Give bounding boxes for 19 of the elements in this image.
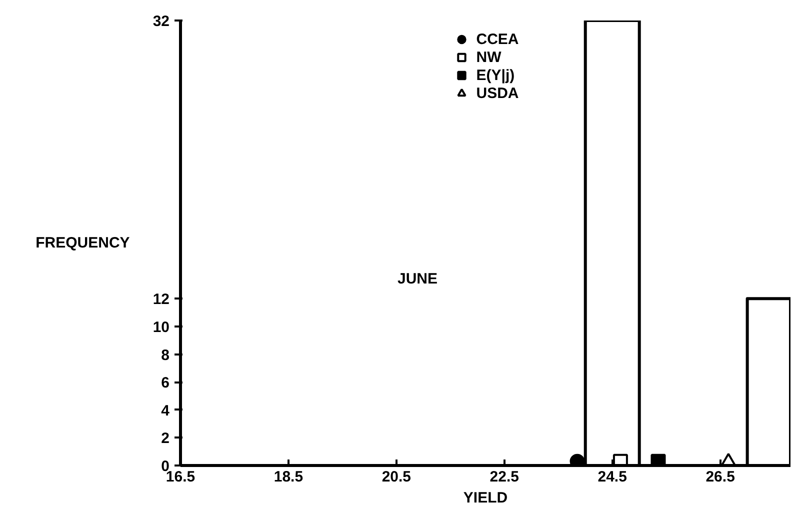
y-tick-label: 12 — [152, 291, 170, 308]
y-tick-label: 10 — [152, 318, 170, 336]
x-axis-title: YIELD — [463, 490, 508, 506]
x-tick-label: 18.5 — [274, 468, 304, 486]
y-tick-label: 8 — [161, 346, 170, 364]
annotation: JUNE — [398, 270, 438, 288]
x-tick-label: 20.5 — [382, 468, 412, 486]
x-tick-label: 26.5 — [706, 468, 735, 486]
legend-label: USDA — [476, 84, 519, 102]
x-tick-label: 22.5 — [490, 468, 519, 486]
legend-label: CCEA — [476, 30, 519, 48]
y-tick-label: 6 — [161, 374, 170, 392]
y-tick-label: 2 — [161, 430, 170, 448]
y-tick-label: 32 — [152, 13, 170, 30]
y-tick-label: 4 — [161, 402, 170, 420]
legend-label: E(Y|j) — [476, 66, 515, 84]
x-tick-label: 24.5 — [598, 468, 627, 486]
y-axis-title: FREQUENCY — [36, 234, 130, 252]
legend-label: NW — [476, 48, 502, 66]
